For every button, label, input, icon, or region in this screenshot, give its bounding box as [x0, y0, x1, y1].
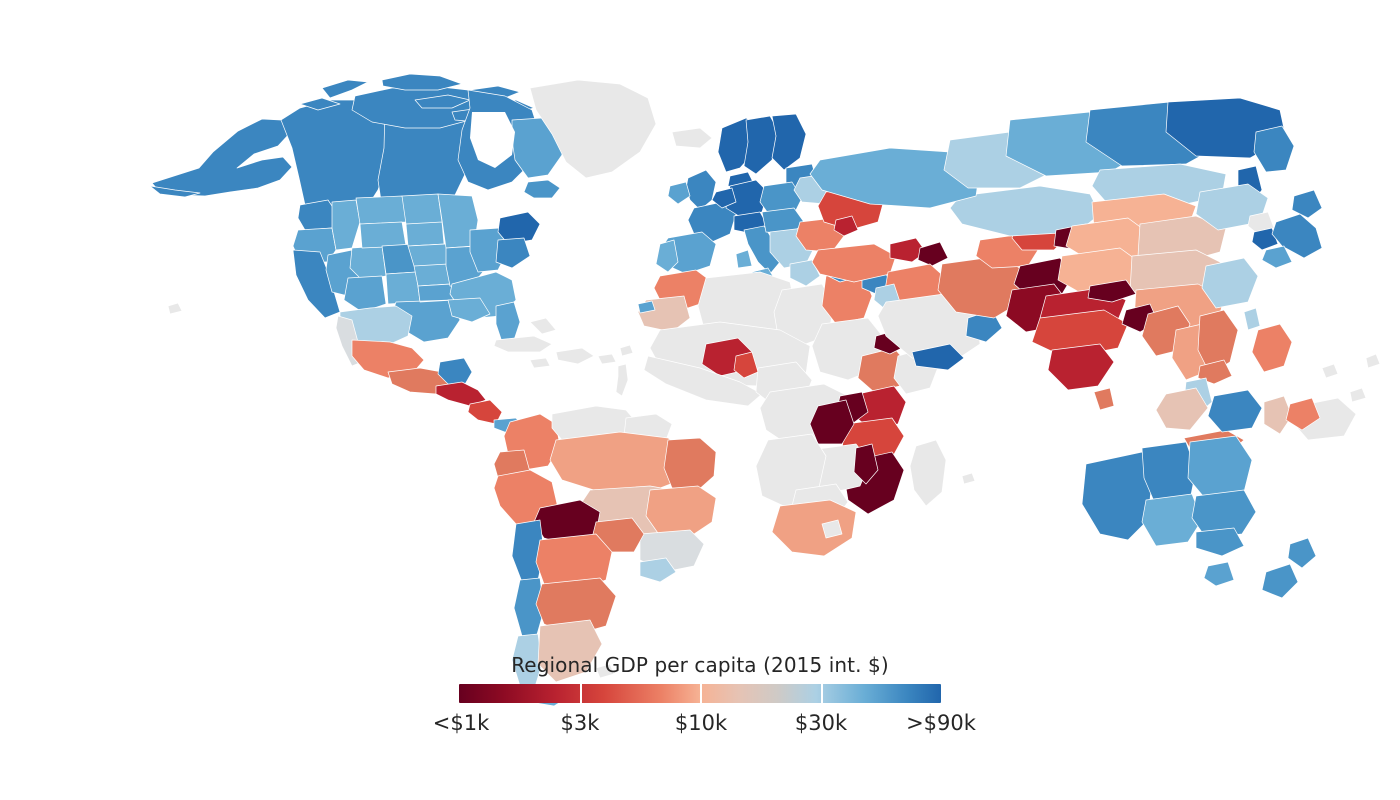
region-uruguay[interactable]	[639, 557, 677, 583]
region-madagascar[interactable]	[909, 439, 947, 507]
colorbar-ticks	[459, 684, 941, 703]
region-moldova[interactable]	[833, 215, 859, 237]
region-hawaii	[167, 302, 183, 315]
region-northeast[interactable]	[497, 211, 541, 245]
region-india-central[interactable]	[1031, 309, 1129, 359]
legend-label-1: $3k	[560, 711, 600, 735]
region-new-zealand-south[interactable]	[1261, 563, 1299, 599]
region-group-europe[interactable]	[529, 79, 885, 287]
region-iceland[interactable]	[671, 127, 713, 149]
region-yemen[interactable]	[911, 343, 965, 371]
region-west-africa-coast[interactable]	[643, 355, 763, 407]
region-alaska[interactable]	[151, 118, 293, 197]
colorbar-wrapper[interactable]	[459, 684, 941, 703]
region-mauritius	[961, 472, 976, 485]
region-wyoming[interactable]	[359, 221, 407, 249]
region-south-africa[interactable]	[771, 499, 857, 557]
legend-label-2: $10k	[674, 711, 728, 735]
region-canada-maritimes[interactable]	[523, 179, 561, 199]
region-turkey[interactable]	[811, 243, 897, 283]
region-hudson-bay[interactable]	[470, 112, 515, 168]
region-azerbaijan[interactable]	[917, 241, 949, 267]
region-montana[interactable]	[355, 195, 409, 225]
region-papua-west[interactable]	[1285, 397, 1321, 431]
region-japan-south[interactable]	[1261, 245, 1293, 269]
legend-label-3: $30k	[794, 711, 848, 735]
region-bahamas[interactable]	[529, 317, 557, 335]
region-new-south-wales[interactable]	[1191, 489, 1257, 539]
region-pacific-islands[interactable]	[1321, 353, 1381, 403]
landmass-regions[interactable]	[149, 73, 1381, 707]
region-brazil-southeast[interactable]	[645, 485, 717, 539]
legend-label-4: >$90k	[906, 711, 976, 735]
region-falklands	[595, 663, 615, 679]
region-nepal[interactable]	[1087, 279, 1137, 303]
region-russia-west[interactable]	[809, 147, 981, 209]
region-greece[interactable]	[789, 259, 821, 287]
legend-title: Regional GDP per capita (2015 int. $)	[511, 653, 889, 677]
region-lesotho[interactable]	[821, 519, 843, 539]
region-brazil-northeast[interactable]	[663, 437, 717, 493]
region-togo-benin[interactable]	[733, 351, 759, 379]
region-jamaica[interactable]	[529, 357, 551, 369]
region-sri-lanka[interactable]	[1093, 387, 1115, 411]
region-cuba[interactable]	[493, 335, 553, 353]
region-canary-islands	[637, 300, 656, 314]
region-new-zealand-north[interactable]	[1287, 537, 1317, 569]
region-greenland[interactable]	[529, 79, 657, 179]
region-sweden[interactable]	[743, 115, 781, 175]
legend-label-0: <$1k	[432, 711, 490, 735]
region-group-africa[interactable]	[637, 263, 947, 557]
region-siberia-south[interactable]	[1091, 163, 1227, 209]
region-ireland[interactable]	[667, 181, 691, 205]
map-legend: Regional GDP per capita (2015 int. $) <$…	[0, 652, 1400, 742]
region-hispaniola[interactable]	[555, 347, 595, 365]
region-philippines[interactable]	[1251, 323, 1293, 373]
region-russia-kamchatka[interactable]	[1253, 125, 1295, 173]
region-dakotas[interactable]	[401, 193, 445, 247]
region-group-oceania[interactable]	[1081, 353, 1381, 599]
region-portugal[interactable]	[655, 239, 679, 273]
region-group-asia[interactable]	[809, 97, 1357, 453]
colorbar-tick-2	[700, 684, 702, 703]
region-canada-nunavut[interactable]	[351, 85, 479, 129]
region-argentina-patagonia[interactable]	[537, 619, 603, 683]
region-tasmania[interactable]	[1203, 561, 1235, 587]
region-group-small-islands	[167, 300, 976, 679]
region-group-north-america[interactable]	[149, 73, 629, 435]
region-mid-atlantic[interactable]	[495, 237, 531, 269]
region-victoria[interactable]	[1195, 527, 1245, 557]
region-laos-vietnam[interactable]	[1197, 309, 1239, 375]
legend-tick-labels: <$1k $3k $10k $30k >$90k	[420, 708, 980, 742]
region-new-mexico[interactable]	[385, 271, 421, 305]
region-benelux[interactable]	[711, 187, 737, 209]
region-japan-north[interactable]	[1291, 189, 1323, 219]
region-lesser-antilles[interactable]	[615, 363, 629, 397]
colorbar-tick-3	[820, 684, 823, 703]
region-india-south[interactable]	[1047, 343, 1115, 391]
region-finland[interactable]	[771, 113, 807, 171]
region-sumatra[interactable]	[1155, 387, 1209, 431]
colorbar-tick-1	[579, 684, 582, 703]
region-malawi[interactable]	[853, 443, 879, 485]
region-south-korea[interactable]	[1251, 227, 1279, 251]
region-puerto-rico[interactable]	[597, 353, 617, 365]
region-aleutians[interactable]	[149, 185, 201, 198]
region-cape-verde	[619, 344, 634, 357]
region-south-australia[interactable]	[1141, 493, 1203, 547]
region-canada-west[interactable]	[280, 99, 393, 229]
region-sulawesi[interactable]	[1263, 395, 1293, 435]
region-cambodia[interactable]	[1197, 359, 1233, 385]
region-drc-east[interactable]	[809, 399, 855, 445]
region-taiwan[interactable]	[1243, 307, 1261, 331]
region-brazil-north[interactable]	[549, 431, 691, 493]
region-gulf-coast[interactable]	[447, 297, 491, 323]
region-borneo[interactable]	[1207, 389, 1263, 433]
region-china-southeast-coast[interactable]	[1201, 257, 1259, 309]
